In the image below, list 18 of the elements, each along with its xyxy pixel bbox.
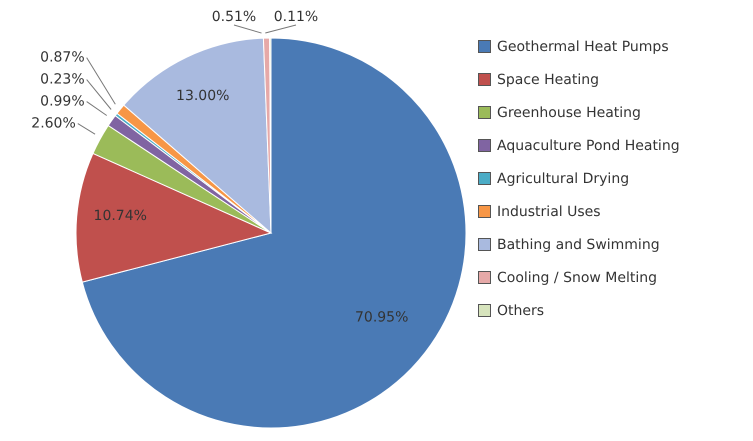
data-label: 13.00% xyxy=(176,88,230,104)
data-label: 0.23% xyxy=(40,72,85,88)
legend-label: Cooling / Snow Melting xyxy=(497,270,658,286)
data-label: 2.60% xyxy=(31,116,76,132)
data-label: 0.51% xyxy=(212,9,256,25)
data-label: 0.11% xyxy=(274,9,318,25)
legend-label: Agricultural Drying xyxy=(497,170,630,186)
legend-label: Greenhouse Heating xyxy=(497,104,641,120)
data-label: 0.99% xyxy=(40,94,85,110)
data-label: 70.95% xyxy=(355,309,408,326)
legend-label: Bathing and Swimming xyxy=(497,236,660,252)
legend-label: Aquaculture Pond Heating xyxy=(497,138,680,154)
data-label: 0.87% xyxy=(40,50,85,66)
legend-label: Industrial Uses xyxy=(497,204,601,220)
legend-label: Geothermal Heat Pumps xyxy=(497,38,669,54)
legend-label: Space Heating xyxy=(497,72,599,88)
data-label: 10.74% xyxy=(94,208,147,224)
legend-label: Others xyxy=(497,302,544,318)
